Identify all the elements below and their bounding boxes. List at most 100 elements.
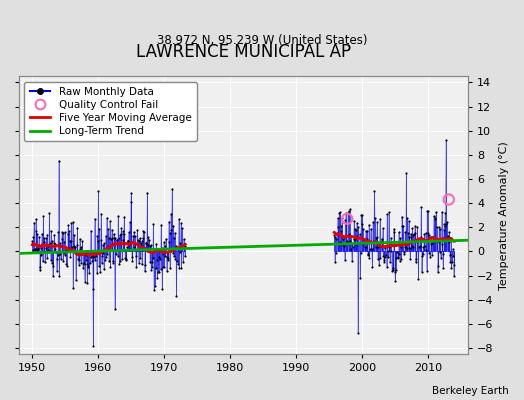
- Point: [335, 239, 344, 245]
- Point: [351, 236, 359, 242]
- Point: [86, 228, 95, 234]
- Point: [122, 256, 130, 262]
- Point: [71, 250, 79, 256]
- Point: [429, 234, 437, 240]
- Point: [158, 251, 167, 257]
- Point: [394, 255, 402, 262]
- Point: [136, 255, 144, 262]
- Point: [31, 245, 39, 252]
- Point: [108, 258, 117, 264]
- Point: [363, 228, 372, 234]
- Point: [418, 269, 426, 275]
- Point: [81, 251, 90, 258]
- Point: [104, 244, 112, 250]
- Point: [406, 256, 414, 262]
- Point: [386, 243, 395, 249]
- Point: [146, 242, 155, 249]
- Point: [29, 247, 37, 254]
- Point: [149, 220, 158, 227]
- Point: [373, 219, 381, 226]
- Point: [154, 247, 162, 253]
- Point: [373, 234, 381, 240]
- Point: [356, 250, 365, 256]
- Point: [330, 232, 339, 238]
- Point: [354, 330, 362, 337]
- Point: [148, 259, 156, 266]
- Point: [439, 265, 447, 271]
- Point: [368, 219, 377, 226]
- Point: [371, 215, 379, 221]
- Point: [414, 276, 423, 282]
- Point: [418, 253, 427, 259]
- Point: [423, 208, 432, 214]
- Point: [338, 215, 346, 222]
- Point: [28, 238, 37, 244]
- Point: [434, 263, 442, 270]
- Point: [163, 254, 171, 260]
- Point: [417, 234, 425, 240]
- Point: [120, 214, 128, 220]
- Point: [397, 256, 406, 263]
- Point: [67, 219, 75, 226]
- Point: [412, 239, 421, 246]
- Point: [333, 230, 341, 236]
- Point: [412, 256, 420, 262]
- Point: [167, 211, 175, 217]
- Point: [69, 285, 77, 292]
- Point: [93, 233, 102, 239]
- Point: [86, 251, 94, 258]
- Point: [343, 238, 351, 245]
- Point: [376, 216, 384, 222]
- Point: [339, 242, 347, 249]
- Point: [96, 269, 104, 275]
- Point: [178, 243, 187, 249]
- Point: [30, 246, 39, 252]
- Point: [106, 218, 114, 224]
- Point: [388, 268, 396, 274]
- Point: [156, 266, 165, 273]
- Point: [444, 232, 452, 239]
- Point: [134, 260, 143, 266]
- Point: [73, 224, 82, 231]
- Point: [37, 252, 46, 258]
- Point: [366, 226, 375, 232]
- Point: [98, 252, 106, 259]
- Point: [127, 198, 135, 205]
- Point: [399, 223, 407, 230]
- Point: [76, 246, 84, 252]
- Point: [165, 239, 173, 246]
- Point: [169, 253, 178, 260]
- Point: [450, 261, 458, 268]
- Point: [383, 211, 391, 218]
- Point: [376, 255, 385, 261]
- Point: [433, 268, 442, 275]
- Point: [99, 241, 107, 248]
- Point: [449, 246, 457, 252]
- Point: [415, 244, 423, 251]
- Point: [78, 251, 86, 258]
- Point: [180, 240, 188, 247]
- Point: [401, 242, 410, 249]
- Point: [351, 226, 359, 232]
- Point: [111, 235, 119, 241]
- Point: [440, 221, 449, 227]
- Point: [38, 231, 46, 237]
- Point: [105, 235, 114, 241]
- Point: [47, 228, 55, 234]
- Point: [56, 251, 64, 258]
- Point: [176, 249, 184, 255]
- Point: [95, 226, 104, 232]
- Point: [336, 209, 344, 215]
- Point: [114, 212, 122, 219]
- Point: [139, 235, 147, 242]
- Point: [173, 246, 182, 252]
- Point: [123, 237, 132, 244]
- Point: [445, 229, 453, 235]
- Point: [108, 226, 116, 233]
- Point: [83, 279, 92, 286]
- Point: [35, 234, 43, 240]
- Point: [356, 275, 364, 281]
- Point: [166, 265, 174, 271]
- Point: [110, 231, 118, 238]
- Point: [102, 254, 110, 260]
